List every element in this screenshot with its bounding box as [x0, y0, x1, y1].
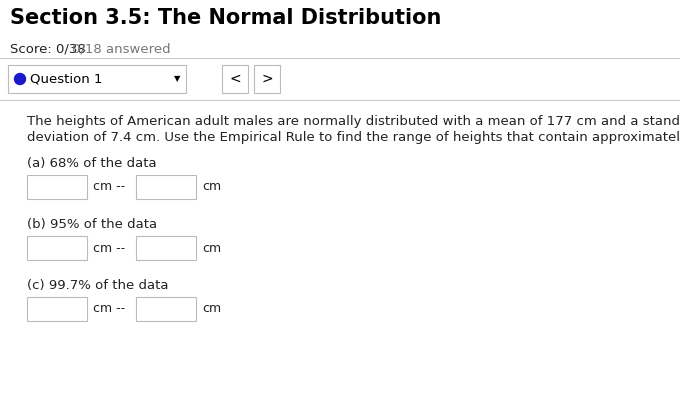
Text: (b) 95% of the data: (b) 95% of the data [27, 218, 157, 231]
Bar [8, 65, 186, 93]
Text: (a) 68% of the data: (a) 68% of the data [27, 157, 156, 170]
Circle shape [14, 74, 26, 85]
Bar [136, 175, 196, 199]
Text: Section 3.5: The Normal Distribution: Section 3.5: The Normal Distribution [10, 8, 441, 28]
Bar [27, 175, 87, 199]
Bar [136, 236, 196, 260]
Text: Score: 0/38: Score: 0/38 [10, 43, 86, 56]
Text: (c) 99.7% of the data: (c) 99.7% of the data [27, 279, 169, 292]
Bar [222, 65, 248, 93]
Text: cm: cm [202, 180, 221, 194]
Bar [27, 297, 87, 321]
Text: The heights of American adult males are normally distributed with a mean of 177 : The heights of American adult males are … [27, 115, 680, 128]
Text: deviation of 7.4 cm. Use the Empirical Rule to find the range of heights that co: deviation of 7.4 cm. Use the Empirical R… [27, 131, 680, 144]
Text: cm: cm [202, 242, 221, 254]
Text: cm --: cm -- [93, 242, 125, 254]
Text: >: > [261, 72, 273, 86]
Text: cm: cm [202, 302, 221, 316]
Text: 0/18 answered: 0/18 answered [72, 43, 171, 56]
Bar [27, 236, 87, 260]
Text: ▼: ▼ [174, 74, 180, 83]
Bar [254, 65, 280, 93]
Text: cm --: cm -- [93, 302, 125, 316]
Text: Question 1: Question 1 [30, 72, 103, 85]
Text: <: < [229, 72, 241, 86]
Bar [136, 297, 196, 321]
Text: cm --: cm -- [93, 180, 125, 194]
